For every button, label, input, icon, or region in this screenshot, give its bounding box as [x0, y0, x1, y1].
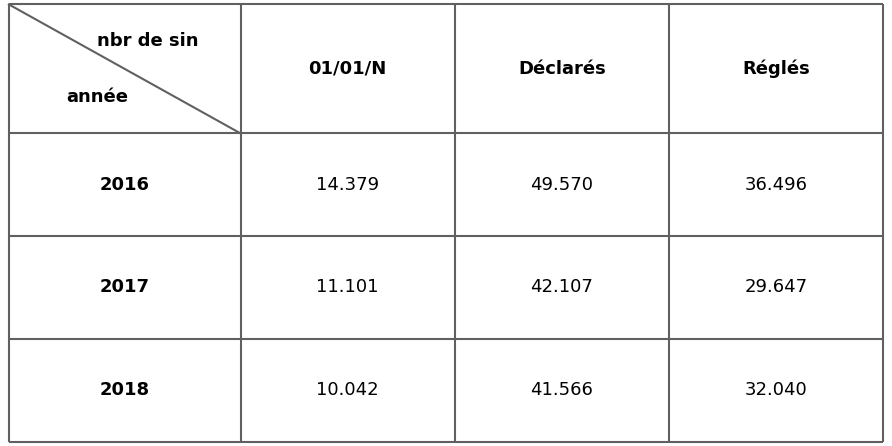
Text: 29.647: 29.647	[745, 278, 807, 297]
Text: Réglés: Réglés	[742, 60, 810, 78]
Text: 2017: 2017	[100, 278, 150, 297]
Text: 11.101: 11.101	[317, 278, 379, 297]
Text: 49.570: 49.570	[531, 176, 593, 194]
Text: 10.042: 10.042	[317, 381, 379, 399]
Text: 41.566: 41.566	[531, 381, 593, 399]
Text: 36.496: 36.496	[745, 176, 807, 194]
Text: année: année	[66, 88, 128, 106]
Text: 01/01/N: 01/01/N	[309, 60, 387, 78]
Text: 32.040: 32.040	[745, 381, 807, 399]
Text: 2018: 2018	[100, 381, 150, 399]
Text: 14.379: 14.379	[316, 176, 379, 194]
Text: nbr de sin: nbr de sin	[97, 32, 199, 50]
Text: 2016: 2016	[100, 176, 150, 194]
Text: Déclarés: Déclarés	[518, 60, 606, 78]
Text: 42.107: 42.107	[531, 278, 593, 297]
